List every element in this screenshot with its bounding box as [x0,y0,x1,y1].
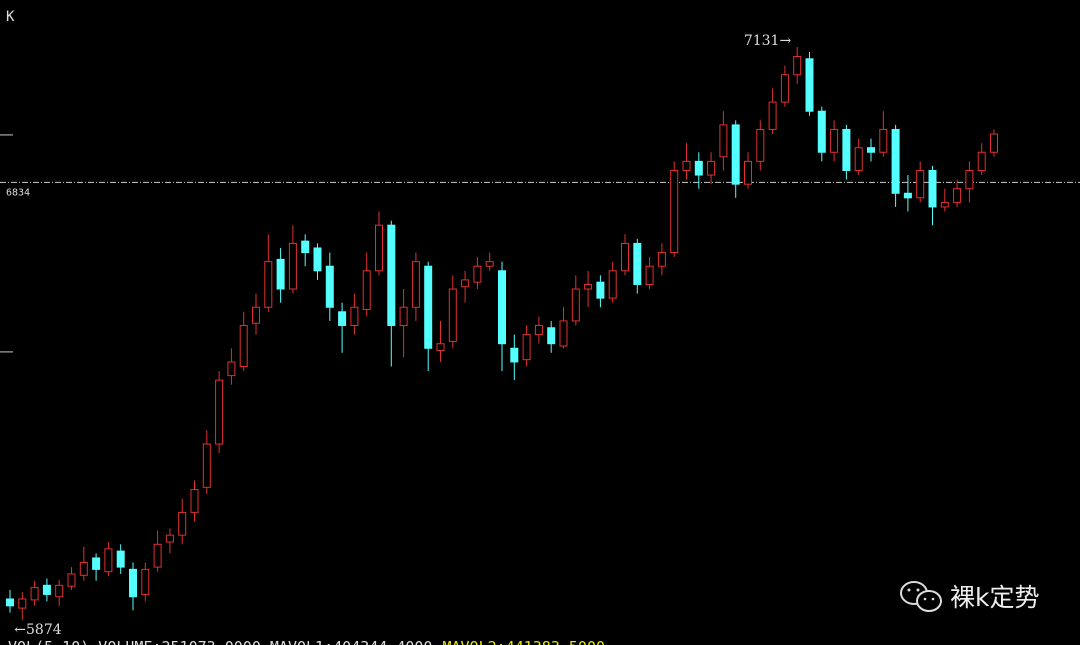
candle-body [264,261,273,308]
candle-body [867,147,875,153]
candle-body [67,573,76,587]
candle-body [965,169,974,190]
candle-body [79,562,88,576]
candle-body [633,242,642,285]
volume-caption-part: VOL(5,10) VOLUME:251073.0000 MAVOL1:4043… [8,638,432,645]
candle-body [670,169,679,254]
watermark-text: 裸k定势 [950,583,1039,612]
candle-body [547,327,556,345]
candle-body [657,252,666,267]
candle-body [313,247,322,272]
candle-body [227,361,236,377]
candle-body [990,133,998,153]
candle-body [842,128,851,171]
candle-body [387,224,396,326]
candle-body [375,224,383,272]
candle-body [215,379,224,445]
candle-body [571,288,580,322]
candle-body [411,261,420,308]
candle-body [584,283,593,290]
candle-body [854,147,863,171]
candle-body [92,557,101,570]
watermark: 裸k定势 [900,581,1039,612]
candle-body [153,543,162,568]
candle-body [731,124,740,185]
candle-body [165,534,174,543]
candle-body [534,324,543,336]
candle-body [916,169,925,199]
candle-body [350,306,359,326]
candle-body [116,550,125,568]
candle-body [645,265,654,285]
candle-body [276,258,285,290]
candle-body [473,265,482,283]
volume-caption: VOL(5,10) VOLUME:251073.0000 MAVOL1:4043… [8,638,605,645]
candle-body [879,128,888,153]
candle-body [621,242,629,272]
candle-body [6,598,14,607]
candle-body [55,584,64,598]
candle-body [596,281,605,299]
candle-body [756,128,765,162]
candle-body [338,311,347,326]
candle-body [141,568,150,595]
candle-body [891,128,900,194]
candle-body [325,265,334,308]
low-marker: ←5874 [14,622,61,638]
candle-body [485,261,494,267]
candle-body [362,270,371,311]
candle-body [744,160,752,185]
candle-body [510,347,519,363]
candle-body [707,160,716,176]
candle-body [288,242,297,290]
candle-body [608,270,617,299]
candle-body [42,584,51,595]
candle-body [399,306,408,326]
candle-body [190,489,199,513]
candle-body [719,124,728,158]
candle-body [903,192,912,199]
candle-body [301,240,310,254]
candle-body [498,270,506,345]
candle-body [682,160,691,171]
candle-body [448,288,457,342]
volume-caption-part: MAVOL2:441383.5000 [442,638,605,645]
candle-body [104,548,113,573]
candle-body [793,56,802,76]
candle-body [817,110,826,153]
candle-body [202,443,211,488]
candle-body [461,279,470,288]
candle-body [805,58,814,112]
candle-body [239,324,248,368]
candle-body [830,128,839,153]
high-marker: 7131→ [744,33,792,49]
candle-body [522,334,531,361]
chart-title: K [6,9,15,25]
candle-body [953,188,962,203]
candle-body [252,306,260,324]
wechat-icon [900,581,942,612]
candle-body [559,320,568,347]
candle-body [178,511,187,536]
candle-body [436,343,445,352]
candle-body [18,598,27,609]
reference-label: 6834 [6,187,30,198]
candle-body [940,201,949,208]
candle-body [928,169,937,208]
candle-body [30,587,39,601]
candle-body [977,151,986,171]
candle-body [780,74,789,103]
candle-body [424,265,433,349]
candle-body [129,568,137,598]
candle-body [768,101,777,130]
candle-body [694,160,703,176]
